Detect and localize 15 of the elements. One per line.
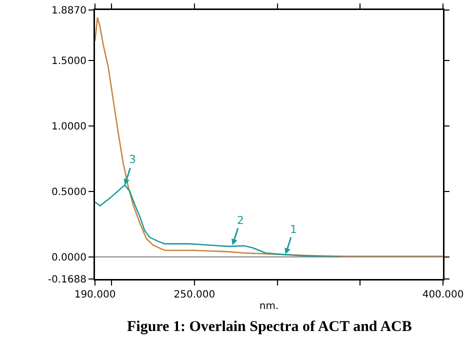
y-tick-label: 1.5000 xyxy=(52,56,86,68)
x-tick-label: 190.000 xyxy=(74,290,116,300)
line-series xyxy=(95,16,443,257)
y-tick-label: -0.1688 xyxy=(48,274,86,286)
x-tick-label: 400.000 xyxy=(422,290,464,300)
y-tick-label: 0.0000 xyxy=(52,252,86,264)
y-tick-label: 0.5000 xyxy=(52,186,86,198)
x-axis-title: nm. xyxy=(259,300,279,312)
annotation: 1 xyxy=(290,223,297,236)
y-tick-label: 1.0000 xyxy=(52,122,86,133)
y-tick-label: 1.8870 xyxy=(52,6,86,16)
annotation: 3 xyxy=(129,153,136,166)
caption: Figure 1: Overlain Spectra of ACT and ACB xyxy=(127,319,412,335)
annotation: 2 xyxy=(237,214,244,227)
x-tick-label: 250.000 xyxy=(174,290,216,300)
